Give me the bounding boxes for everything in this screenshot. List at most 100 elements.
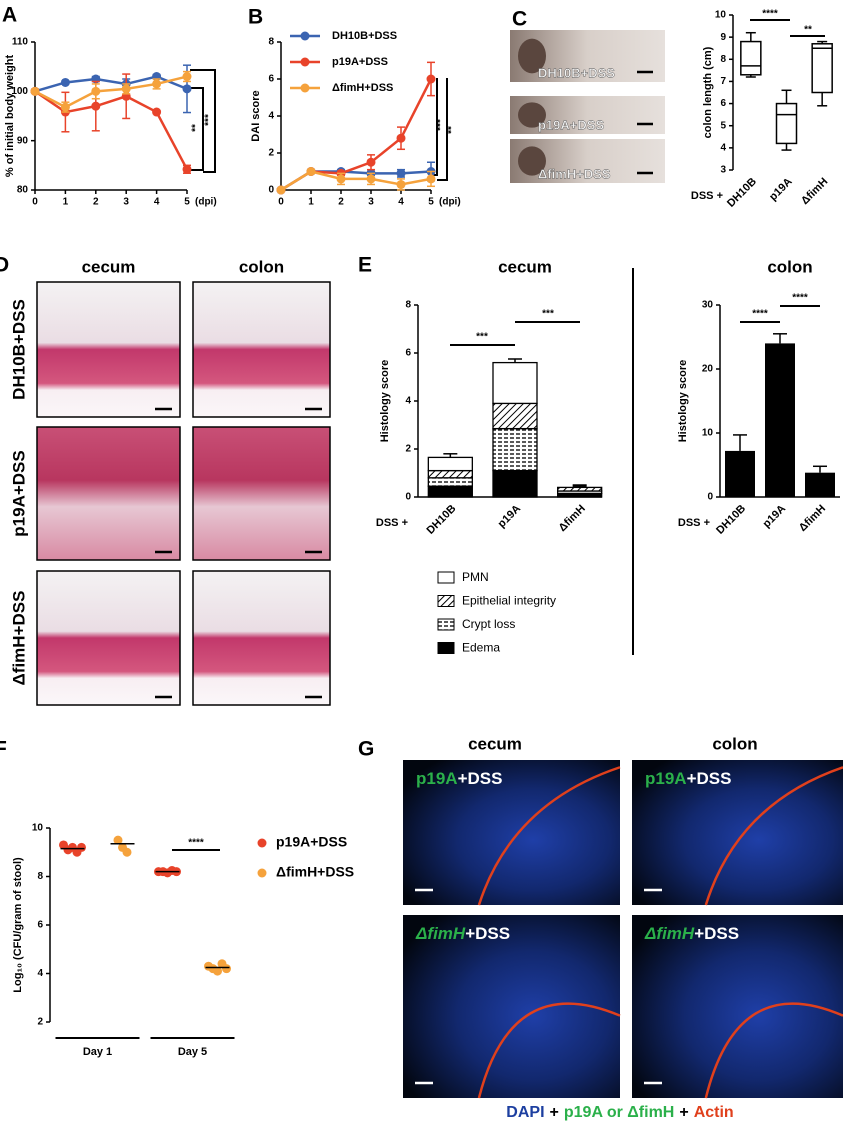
actin-edge: [477, 1002, 621, 1099]
data-point: [336, 174, 346, 184]
histology-image: [36, 426, 181, 561]
legend-label: Crypt loss: [462, 617, 515, 631]
histology-image: [36, 281, 181, 418]
y-tick-label: 8: [37, 871, 43, 882]
bar: [805, 472, 835, 497]
x-axis-label: DSS +: [691, 190, 723, 202]
photo-label: ΔfimH+DSS: [538, 166, 611, 181]
x-tick-label: 2: [338, 197, 344, 208]
image-label-treatment: +DSS: [458, 769, 503, 788]
y-tick-label: 6: [720, 98, 726, 109]
significance-bracket: [437, 78, 448, 181]
image-label-treatment: +DSS: [694, 924, 739, 943]
data-point: [222, 964, 231, 974]
caption-part: p19A or ΔfimH: [564, 1104, 674, 1121]
bar-segment: [427, 456, 473, 472]
y-tick-label: 10: [715, 10, 727, 21]
y-tick-label: 8: [405, 300, 411, 311]
significance-label: **: [804, 25, 812, 36]
legend-label: ΔfimH+DSS: [332, 82, 393, 94]
row-label: DH10B+DSS: [9, 299, 28, 400]
data-point: [276, 185, 286, 195]
x-tick-label: 2: [93, 197, 99, 208]
x-tick-label: p19A: [761, 503, 789, 531]
y-tick-label: 10: [702, 428, 714, 439]
x-tick-label: DH10B: [425, 503, 459, 537]
x-tick-label: DH10B: [714, 503, 748, 537]
data-point: [182, 164, 192, 174]
data-point: [152, 79, 162, 89]
column-header: cecum: [468, 734, 522, 753]
significance-bracket: [190, 69, 216, 173]
y-tick-label: 110: [12, 37, 29, 48]
legend-label: Edema: [462, 641, 500, 655]
histology-image: [192, 281, 331, 418]
image-label-treatment: +DSS: [465, 924, 510, 943]
series-line: [34, 75, 188, 93]
x-group-label: Day 1: [83, 1046, 112, 1058]
x-axis-label: (dpi): [439, 197, 461, 208]
photo-label: DH10B+DSS: [538, 65, 615, 80]
data-point: [396, 168, 406, 178]
image-label-strain: ΔfimH: [644, 924, 695, 943]
x-axis-label: DSS +: [376, 517, 408, 529]
data-point: [426, 174, 436, 184]
chart-title: colon: [767, 257, 812, 276]
image-label: ΔfimH+DSS: [644, 924, 739, 943]
legend-label: PMN: [462, 570, 489, 584]
y-tick-label: 8: [720, 54, 726, 65]
image-label: p19A+DSS: [416, 769, 502, 788]
y-tick-label: 20: [702, 364, 714, 375]
y-tick-label: 2: [268, 148, 274, 159]
significance-label: ****: [188, 838, 204, 849]
bar: [725, 450, 755, 497]
x-tick-label: 0: [278, 197, 284, 208]
row-label: ΔfimH+DSS: [9, 591, 28, 686]
row-label: p19A+DSS: [9, 450, 28, 536]
image-label: ΔfimH+DSS: [415, 924, 510, 943]
bar-segment: [492, 361, 538, 405]
box: [740, 40, 762, 76]
caption: DAPI + p19A or ΔfimH + Actin: [506, 1104, 733, 1121]
y-tick-label: 4: [37, 968, 43, 979]
panel-letter: A: [2, 4, 17, 27]
data-point: [213, 966, 222, 976]
bar-segment: [492, 469, 538, 498]
y-axis-label: colon length (cm): [702, 46, 714, 138]
y-tick-label: 4: [268, 111, 274, 122]
legend-label: p19A+DSS: [332, 56, 388, 68]
x-axis-label: (dpi): [195, 197, 217, 208]
x-tick-label: 1: [63, 197, 69, 208]
image-label-strain: p19A: [645, 769, 687, 788]
photo-label: p19A+DSS: [538, 117, 604, 132]
bar-segment: [492, 402, 538, 430]
fluorescence-image: [403, 760, 620, 905]
data-point: [91, 86, 101, 96]
y-axis-label: Log₁₀ (CFU/gram of stool): [12, 857, 24, 993]
significance-bracket: [190, 87, 204, 171]
y-tick-label: 80: [17, 185, 29, 196]
x-tick-label: 5: [428, 197, 434, 208]
y-tick-label: 8: [268, 37, 274, 48]
panel-letter: D: [0, 254, 9, 277]
cecum-shape: [518, 102, 546, 128]
data-point: [91, 101, 101, 111]
bar: [765, 343, 795, 497]
y-tick-label: 2: [37, 1017, 43, 1028]
bar-segment: [427, 477, 473, 487]
x-tick-label: 5: [184, 197, 190, 208]
data-point: [121, 84, 131, 94]
y-tick-label: 10: [32, 823, 44, 834]
chart-title: cecum: [498, 257, 552, 276]
image-label-treatment: +DSS: [687, 769, 732, 788]
y-tick-label: 0: [405, 492, 411, 503]
column-header: colon: [239, 257, 284, 276]
legend-swatch: [437, 642, 455, 654]
x-tick-label: 4: [398, 197, 404, 208]
legend-swatch: [437, 618, 455, 631]
legend-swatch: [437, 571, 455, 584]
data-point: [366, 174, 376, 184]
x-tick-label: 3: [123, 197, 129, 208]
x-group-label: Day 5: [178, 1046, 207, 1058]
